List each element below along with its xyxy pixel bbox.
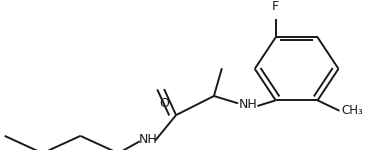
Text: NH: NH <box>238 98 257 111</box>
Text: CH₃: CH₃ <box>341 104 363 117</box>
Text: NH: NH <box>139 133 158 146</box>
Text: O: O <box>159 97 169 110</box>
Text: F: F <box>272 0 279 13</box>
